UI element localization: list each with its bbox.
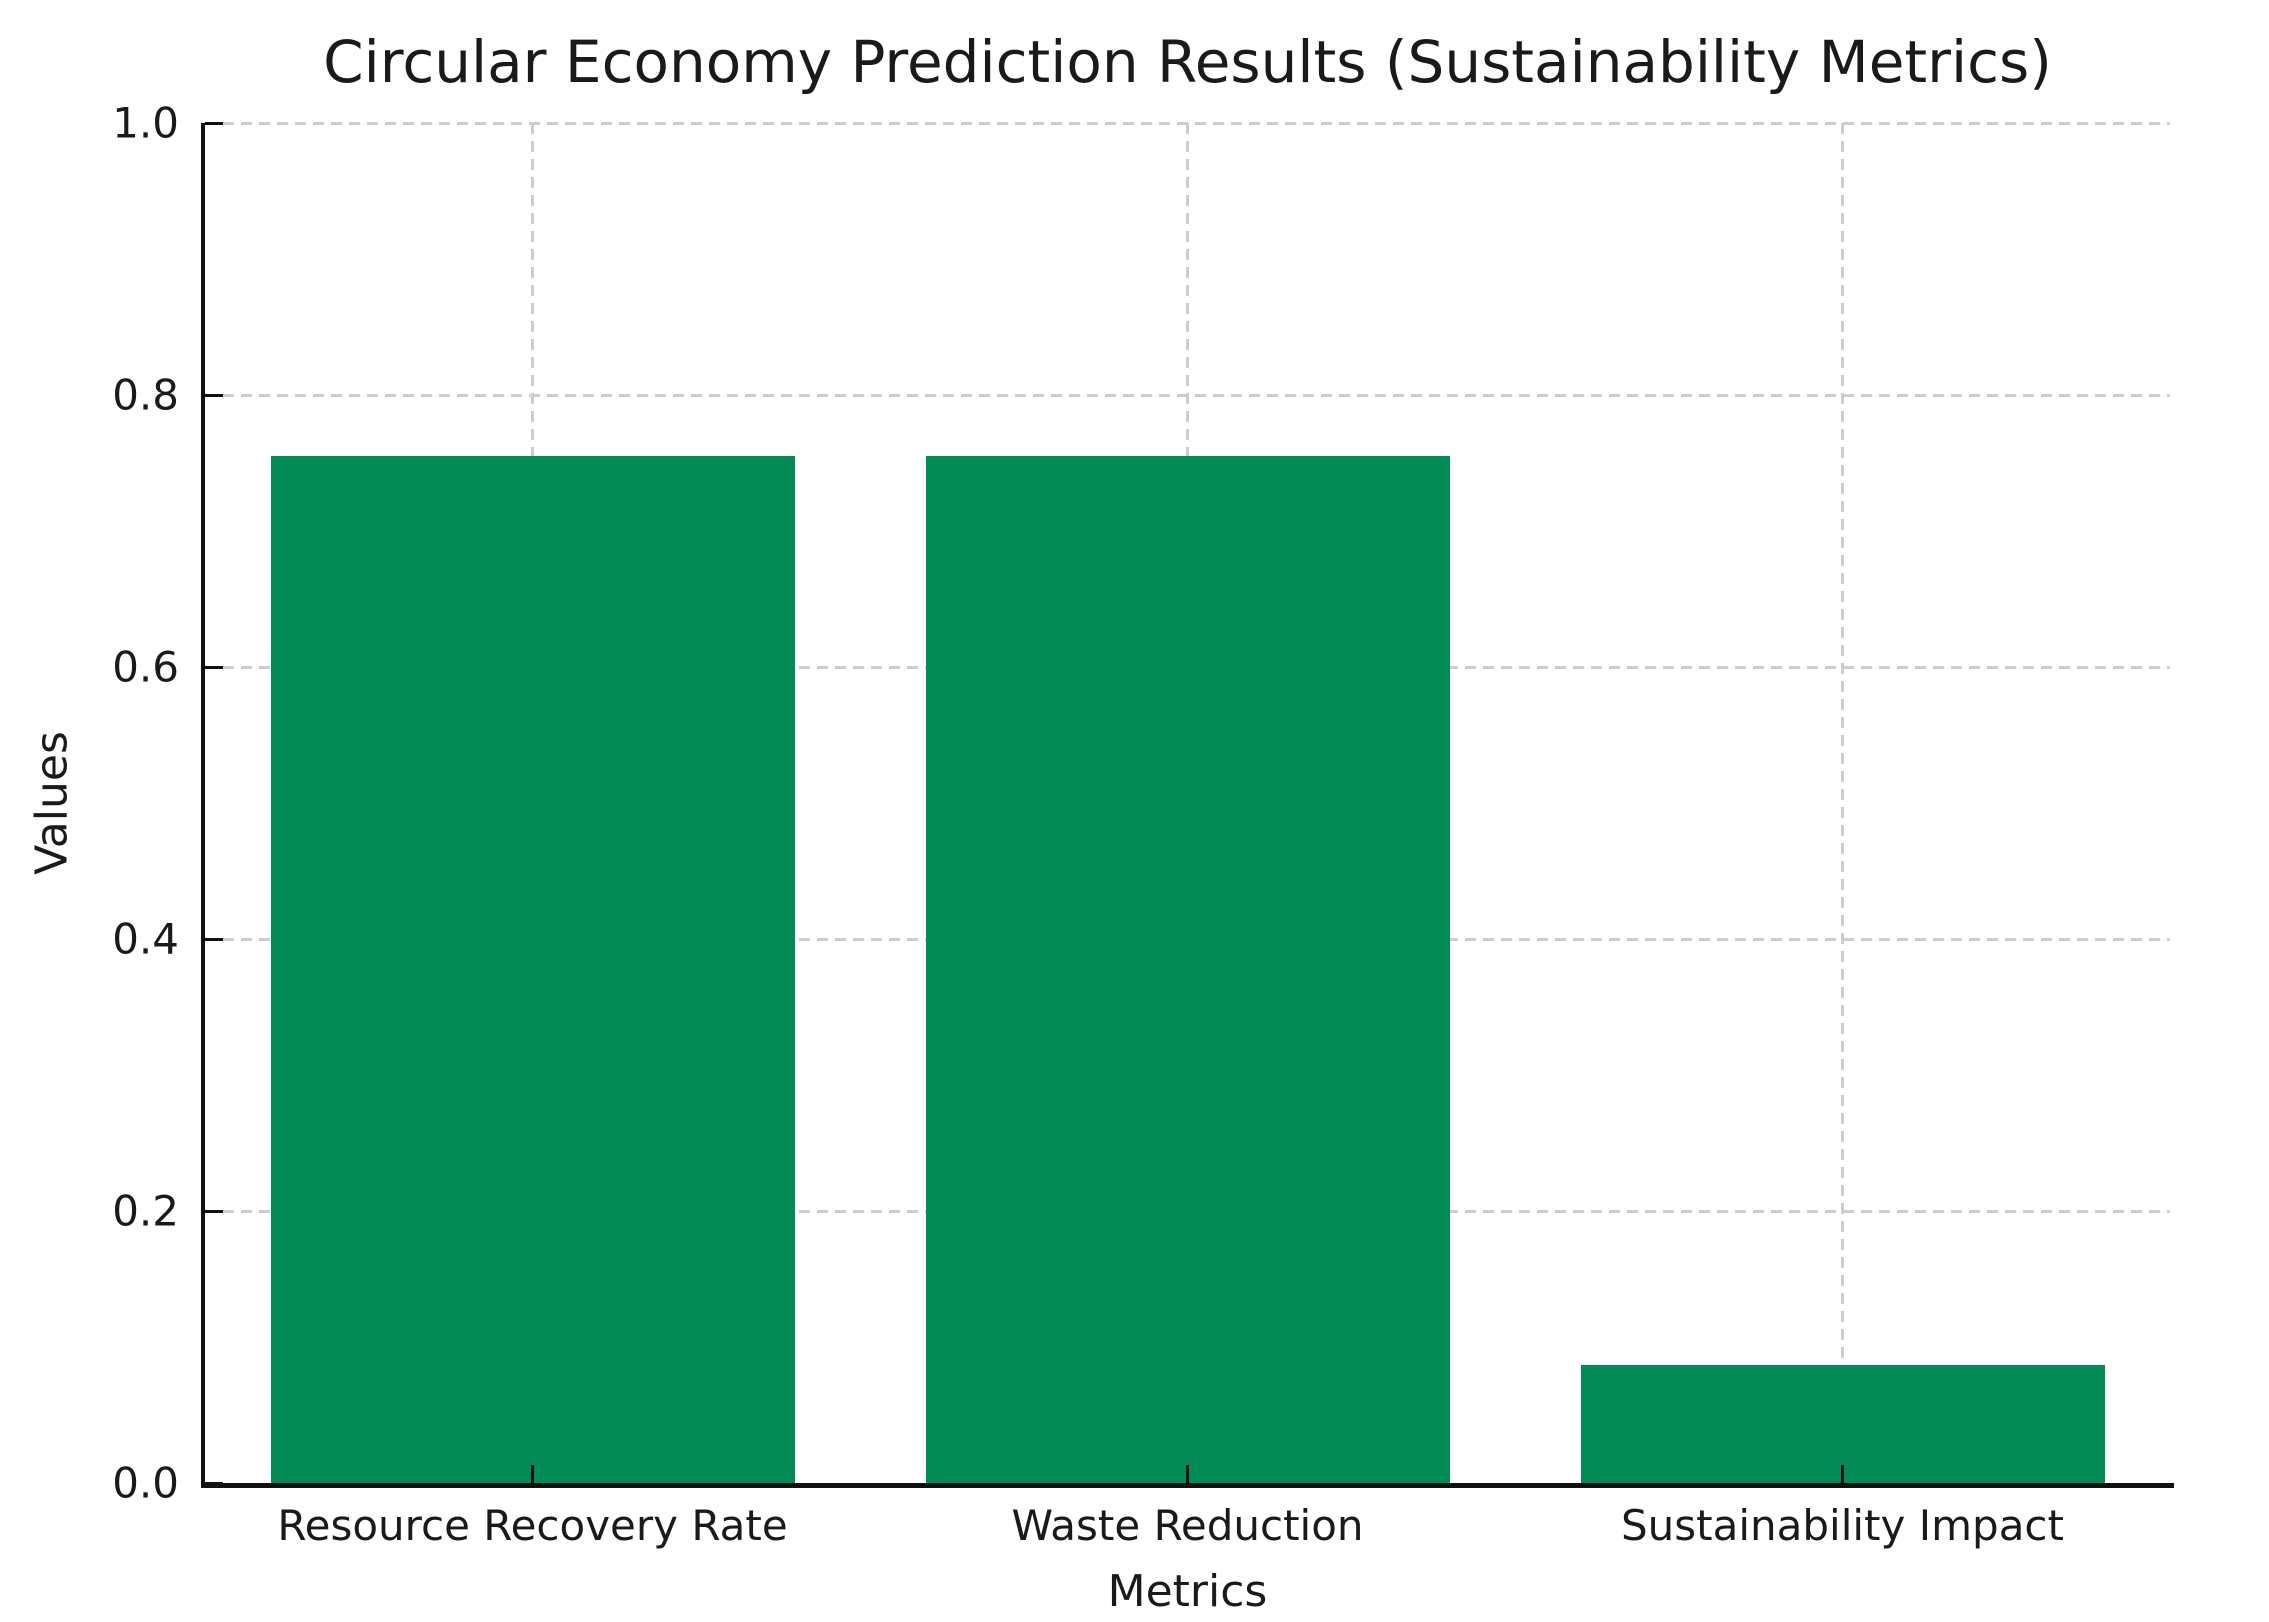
bar-waste-reduction bbox=[925, 456, 1450, 1483]
y-tick-label-0: 0.0 bbox=[112, 1458, 179, 1508]
x-tick-resource-recovery-rate bbox=[531, 1465, 534, 1483]
y-axis-label: Values bbox=[26, 731, 78, 875]
x-tick-waste-reduction bbox=[1186, 1465, 1189, 1483]
y-axis-spine bbox=[201, 123, 205, 1487]
x-tick-label-sustainability-impact: Sustainability Impact bbox=[1621, 1501, 2064, 1550]
y-tick-label-0.2: 0.2 bbox=[112, 1186, 179, 1236]
y-tick-0.2 bbox=[205, 1209, 223, 1213]
y-tick-label-1: 1.0 bbox=[112, 98, 179, 148]
y-tick-0.6 bbox=[205, 665, 223, 669]
chart-title: Circular Economy Prediction Results (Sus… bbox=[323, 28, 2052, 96]
x-tick-sustainability-impact bbox=[1841, 1465, 1844, 1483]
bar-sustainability-impact bbox=[1580, 1364, 2105, 1483]
y-tick-label-0.6: 0.6 bbox=[112, 642, 179, 692]
y-tick-label-0.8: 0.8 bbox=[112, 370, 179, 420]
bar-resource-recovery-rate bbox=[270, 456, 795, 1483]
x-axis-label: Metrics bbox=[1107, 1566, 1268, 1617]
y-tick-label-0.4: 0.4 bbox=[112, 914, 179, 964]
gridline-vertical-sustainability-impact bbox=[1841, 123, 1844, 1483]
x-tick-label-resource-recovery-rate: Resource Recovery Rate bbox=[277, 1501, 788, 1550]
y-tick-0 bbox=[205, 1481, 223, 1485]
y-tick-1 bbox=[205, 121, 223, 125]
y-tick-0.8 bbox=[205, 393, 223, 397]
x-tick-label-waste-reduction: Waste Reduction bbox=[1011, 1501, 1364, 1550]
x-axis-spine bbox=[201, 1483, 2174, 1488]
y-tick-0.4 bbox=[205, 937, 223, 941]
